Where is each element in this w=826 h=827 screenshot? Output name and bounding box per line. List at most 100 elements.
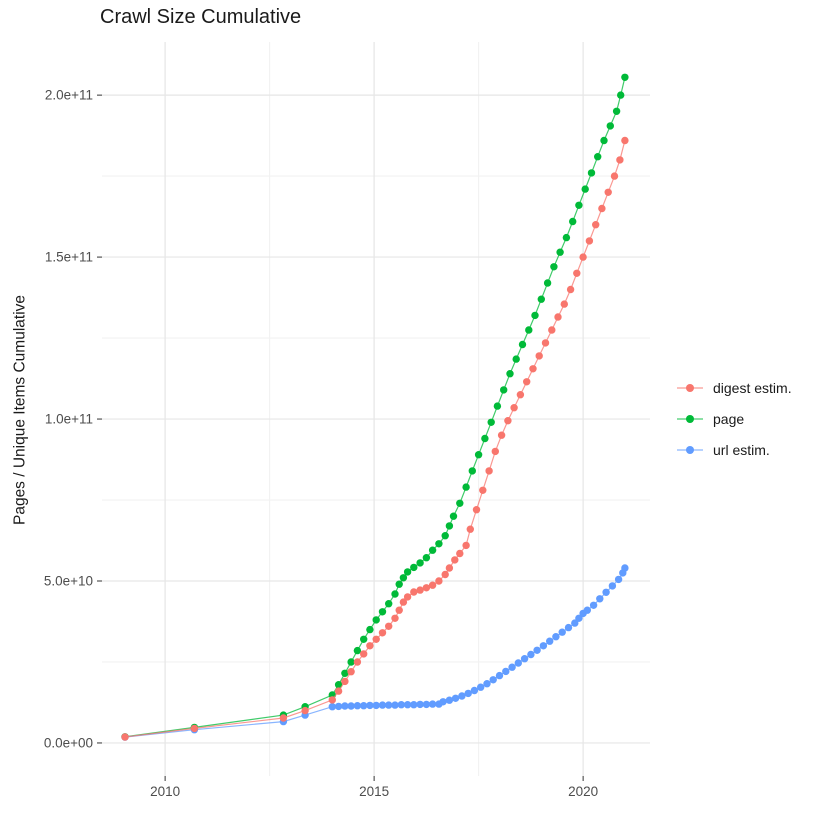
data-point-digest-estim xyxy=(445,564,454,572)
data-point-url-estim xyxy=(353,702,362,710)
data-point-url-estim xyxy=(385,701,393,709)
data-point-url-estim xyxy=(527,650,535,659)
data-point-digest-estim xyxy=(279,714,288,722)
y-tick-label: 0.0e+00 xyxy=(44,735,93,750)
data-point-digest-estim xyxy=(554,313,562,321)
data-point-url-estim xyxy=(602,588,610,596)
data-point-page xyxy=(612,107,621,116)
data-point-page xyxy=(334,681,343,689)
data-point-page xyxy=(399,574,408,582)
legend: digest estim. page url estim. xyxy=(676,378,792,471)
data-point-digest-estim xyxy=(491,447,499,456)
data-point-digest-estim xyxy=(410,588,418,596)
data-point-digest-estim xyxy=(190,724,199,733)
y-tick-label: 2.0e+11 xyxy=(45,88,93,103)
legend-item-digest-estim: digest estim. xyxy=(676,378,792,398)
data-point-page xyxy=(506,370,514,378)
legend-label-digest-estim: digest estim. xyxy=(713,380,792,396)
data-point-digest-estim xyxy=(334,687,343,695)
data-point-digest-estim xyxy=(523,378,531,386)
data-point-digest-estim xyxy=(479,486,487,494)
data-point-digest-estim xyxy=(385,622,393,630)
data-point-page xyxy=(543,279,552,287)
data-point-page xyxy=(474,451,483,459)
data-point-digest-estim xyxy=(366,642,374,650)
data-point-digest-estim xyxy=(422,584,431,592)
data-point-url-estim xyxy=(571,619,579,627)
data-point-digest-estim xyxy=(579,253,587,261)
data-point-page xyxy=(378,608,387,616)
data-point-page xyxy=(562,233,571,242)
data-point-digest-estim xyxy=(604,188,612,196)
legend-item-page: page xyxy=(676,409,792,429)
data-point-page xyxy=(395,580,403,588)
data-point-digest-estim xyxy=(441,570,449,579)
data-point-page xyxy=(416,559,424,567)
data-point-digest-estim xyxy=(573,269,581,277)
data-point-url-estim xyxy=(583,606,591,614)
data-point-digest-estim xyxy=(341,677,349,686)
data-point-page xyxy=(518,340,527,349)
series-digest-estim xyxy=(121,136,629,741)
data-point-url-estim xyxy=(397,701,405,709)
data-point-digest-estim xyxy=(462,541,470,550)
data-point-url-estim xyxy=(428,700,437,708)
data-point-url-estim xyxy=(328,703,336,711)
data-point-url-estim xyxy=(470,686,479,695)
data-point-page xyxy=(594,153,602,161)
x-tick-label: 2020 xyxy=(568,784,598,799)
data-point-digest-estim xyxy=(616,156,624,164)
data-point-digest-estim xyxy=(395,606,403,614)
data-point-page xyxy=(449,512,458,520)
data-point-digest-estim xyxy=(510,404,518,412)
data-point-digest-estim xyxy=(456,549,464,558)
data-point-page xyxy=(493,402,502,410)
data-point-digest-estim xyxy=(497,431,506,439)
data-point-page xyxy=(385,600,393,608)
data-point-page xyxy=(422,554,431,562)
data-point-page xyxy=(347,658,355,666)
data-point-url-estim xyxy=(410,701,418,709)
data-point-url-estim xyxy=(564,623,573,632)
data-point-page xyxy=(341,669,349,677)
data-point-url-estim xyxy=(483,680,491,688)
data-point-digest-estim xyxy=(535,352,543,360)
data-point-page xyxy=(428,546,437,554)
data-point-digest-estim xyxy=(560,300,568,308)
data-point-digest-estim xyxy=(378,629,387,637)
data-point-url-estim xyxy=(341,702,349,710)
data-point-url-estim xyxy=(451,694,460,702)
data-point-digest-estim xyxy=(592,221,600,229)
data-point-page xyxy=(531,311,539,320)
data-point-url-estim xyxy=(558,628,566,636)
data-point-digest-estim xyxy=(347,668,355,676)
legend-label-page: page xyxy=(713,411,745,427)
data-point-page xyxy=(445,522,454,530)
data-point-digest-estim xyxy=(372,635,380,643)
data-point-page xyxy=(481,434,489,443)
data-point-page xyxy=(353,646,362,655)
data-point-url-estim xyxy=(334,702,343,711)
data-point-page xyxy=(468,467,476,475)
data-point-url-estim xyxy=(422,700,431,709)
data-point-digest-estim xyxy=(435,577,443,585)
chart-title: Crawl Size Cumulative xyxy=(100,6,302,28)
legend-key-icon xyxy=(677,446,703,454)
data-point-page xyxy=(512,355,520,363)
data-point-url-estim xyxy=(621,564,629,572)
data-point-page xyxy=(556,248,564,256)
data-point-digest-estim xyxy=(610,172,619,180)
data-point-url-estim xyxy=(608,582,617,590)
data-point-page xyxy=(575,201,583,209)
data-point-digest-estim xyxy=(399,598,408,606)
data-point-digest-estim xyxy=(428,581,437,589)
data-point-url-estim xyxy=(366,701,374,710)
data-point-digest-estim xyxy=(541,339,550,347)
data-point-url-estim xyxy=(458,692,466,700)
data-point-page xyxy=(462,483,470,491)
data-point-page xyxy=(456,499,464,507)
data-point-page xyxy=(366,625,374,634)
data-point-digest-estim xyxy=(353,658,362,666)
data-point-url-estim xyxy=(416,700,424,709)
